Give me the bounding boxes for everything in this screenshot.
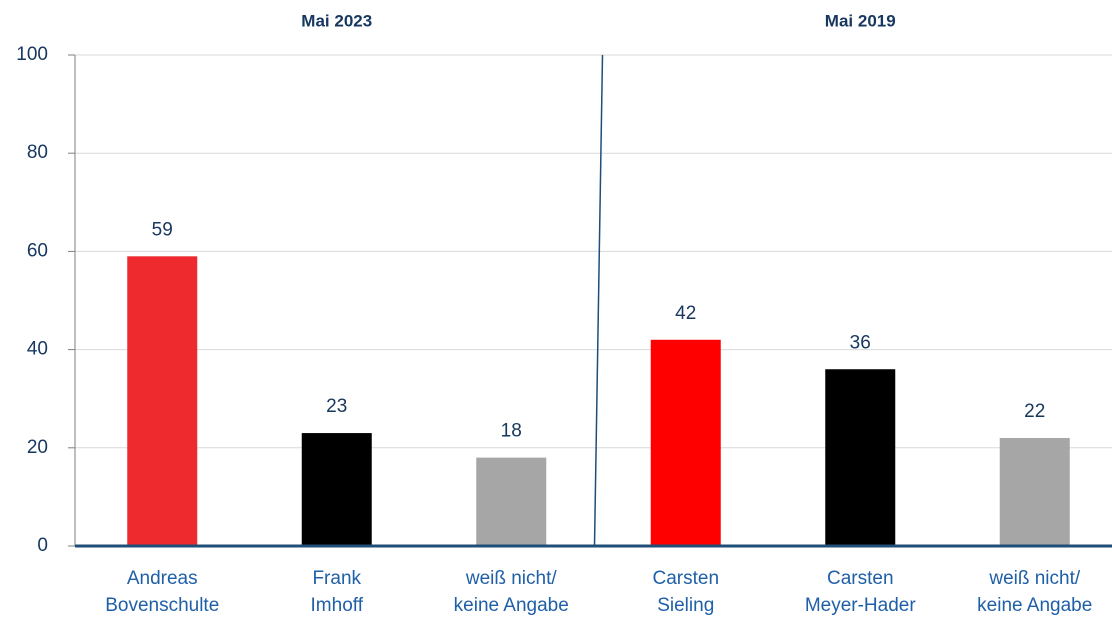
bar <box>301 433 372 546</box>
bar <box>999 437 1070 546</box>
value-label: 42 <box>675 303 696 324</box>
bar <box>127 256 198 546</box>
x-tick-label: Carsten <box>652 568 719 589</box>
value-label: 36 <box>850 332 871 353</box>
value-label: 59 <box>152 219 173 240</box>
x-tick-label: Frank <box>312 568 361 589</box>
y-tick-label: 60 <box>27 240 48 261</box>
group-divider <box>593 54 604 547</box>
x-tick-label: Bovenschulte <box>105 595 219 616</box>
y-tick-label: 80 <box>27 142 48 163</box>
bar <box>825 369 896 546</box>
value-label: 22 <box>1024 401 1045 422</box>
y-tick-label: 40 <box>27 339 48 360</box>
x-tick-label: weiß nicht/ <box>465 568 558 589</box>
x-tick-label: Imhoff <box>311 595 364 616</box>
value-label: 23 <box>326 396 347 417</box>
y-tick-label: 0 <box>37 535 48 556</box>
x-tick-label: keine Angabe <box>977 595 1092 616</box>
y-tick-label: 100 <box>16 44 48 65</box>
group-title: Mai 2023 <box>301 11 372 30</box>
x-tick-label: Sieling <box>657 595 714 616</box>
x-tick-label: keine Angabe <box>454 595 569 616</box>
value-label: 18 <box>501 421 522 442</box>
group-title: Mai 2019 <box>825 11 896 30</box>
x-tick-label: Meyer-Hader <box>805 595 917 616</box>
bar <box>650 339 721 546</box>
x-tick-label: Carsten <box>827 568 894 589</box>
x-tick-label: Andreas <box>127 568 198 589</box>
bar <box>476 457 547 546</box>
x-tick-label: weiß nicht/ <box>988 568 1081 589</box>
y-tick-label: 20 <box>27 437 48 458</box>
